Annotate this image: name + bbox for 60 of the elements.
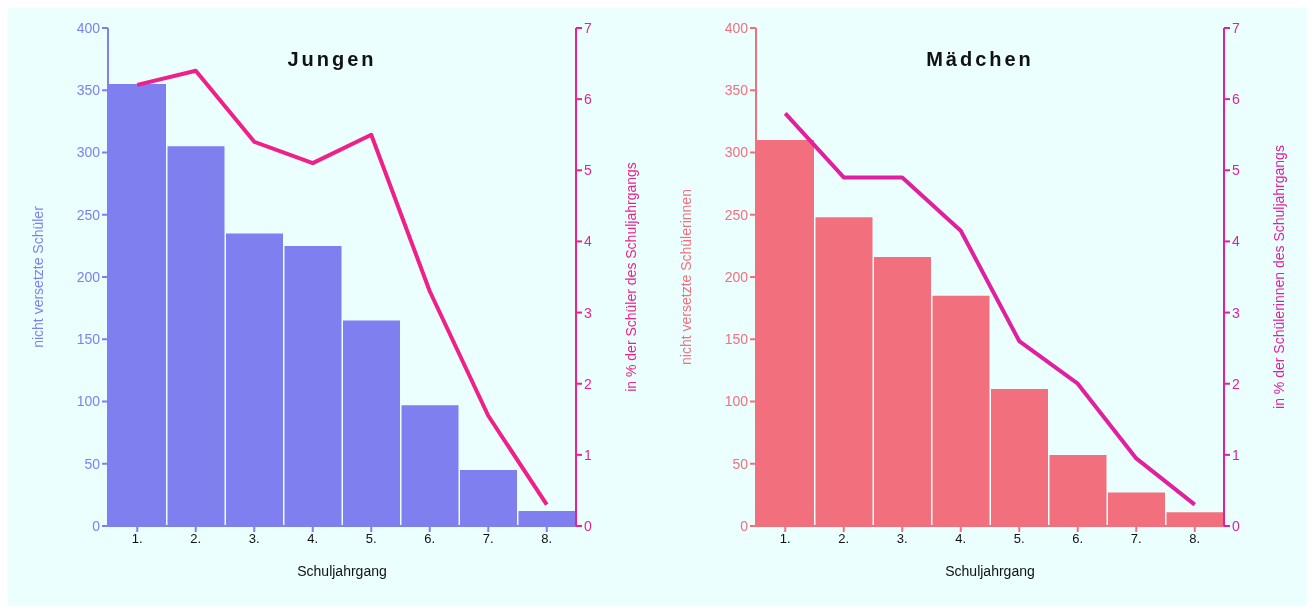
x-tick-label: 2. (838, 531, 850, 547)
y2-tick-label: 1 (1232, 446, 1240, 463)
y2-tick-label: 4 (584, 233, 592, 250)
x-tick-label: 3. (248, 531, 260, 547)
y2-tick-label: 4 (1232, 233, 1240, 250)
y-tick-label: 100 (76, 393, 101, 410)
y-axis-title: nicht versetzte Schüler (29, 205, 46, 348)
x-tick-label: 7. (482, 531, 494, 547)
y-tick-label: 50 (84, 455, 101, 472)
y-tick-label: 50 (732, 455, 749, 472)
y2-tick-label: 5 (1232, 162, 1240, 179)
x-tick-label: 6. (1072, 531, 1084, 547)
y2-tick-label: 7 (1232, 19, 1240, 36)
y-tick-label: 250 (76, 206, 101, 223)
line-series (135, 68, 549, 507)
x-axis-title: Schuljahrgang (945, 563, 1035, 579)
y-tick-label: 400 (724, 19, 749, 36)
y2-tick-label: 3 (1232, 304, 1240, 321)
x-tick-label: 8. (541, 531, 553, 547)
y2-tick-label: 1 (584, 446, 592, 463)
y-tick-label: 150 (724, 331, 749, 348)
x-tick-label: 4. (307, 531, 319, 547)
y2-tick-label: 2 (1232, 375, 1240, 392)
y-tick-label: 200 (76, 268, 101, 285)
x-tick-label: 8. (1189, 531, 1201, 547)
text: Jungen (286, 48, 378, 71)
y-tick-label: 300 (724, 144, 749, 161)
y-tick-label: 350 (76, 82, 101, 99)
y-axis-title: nicht versetzte Schülerinnen (677, 189, 694, 365)
y2-tick-label: 3 (584, 304, 592, 321)
x-tick-label: 1. (779, 531, 791, 547)
x-tick-label: 7. (1130, 531, 1142, 547)
y2-tick-label: 0 (584, 517, 592, 534)
y-tick-label: 300 (76, 144, 101, 161)
text: Mädchen (925, 48, 1035, 71)
y2-axis-title: in % der Schülerinnen des Schuljahrgangs (1270, 145, 1287, 409)
y2-tick-label: 7 (584, 19, 592, 36)
y-tick-label: 350 (724, 82, 749, 99)
y2-tick-label: 6 (1232, 91, 1240, 108)
line-series (783, 111, 1197, 507)
x-tick-label: 6. (424, 531, 436, 547)
y2-tick-label: 0 (1232, 517, 1240, 534)
x-axis-title: Schuljahrgang (297, 563, 387, 579)
x-tick-label: 1. (131, 531, 143, 547)
y-tick-label: 250 (724, 206, 749, 223)
x-tick-label: 5. (1013, 531, 1025, 547)
x-tick-label: 4. (955, 531, 967, 547)
y2-tick-label: 6 (584, 91, 592, 108)
y2-axis-title: in % der Schüler des Schuljahrgangs (622, 162, 639, 392)
y-tick-label: 150 (76, 331, 101, 348)
y2-tick-label: 5 (584, 162, 592, 179)
x-tick-label: 2. (190, 531, 202, 547)
x-tick-label: 3. (896, 531, 908, 547)
y-tick-label: 100 (724, 393, 749, 410)
x-tick-label: 5. (365, 531, 377, 547)
y2-tick-label: 2 (584, 375, 592, 392)
y-tick-label: 0 (92, 517, 101, 534)
y-tick-label: 0 (740, 517, 749, 534)
y-tick-label: 200 (724, 268, 749, 285)
y-tick-label: 400 (76, 19, 101, 36)
